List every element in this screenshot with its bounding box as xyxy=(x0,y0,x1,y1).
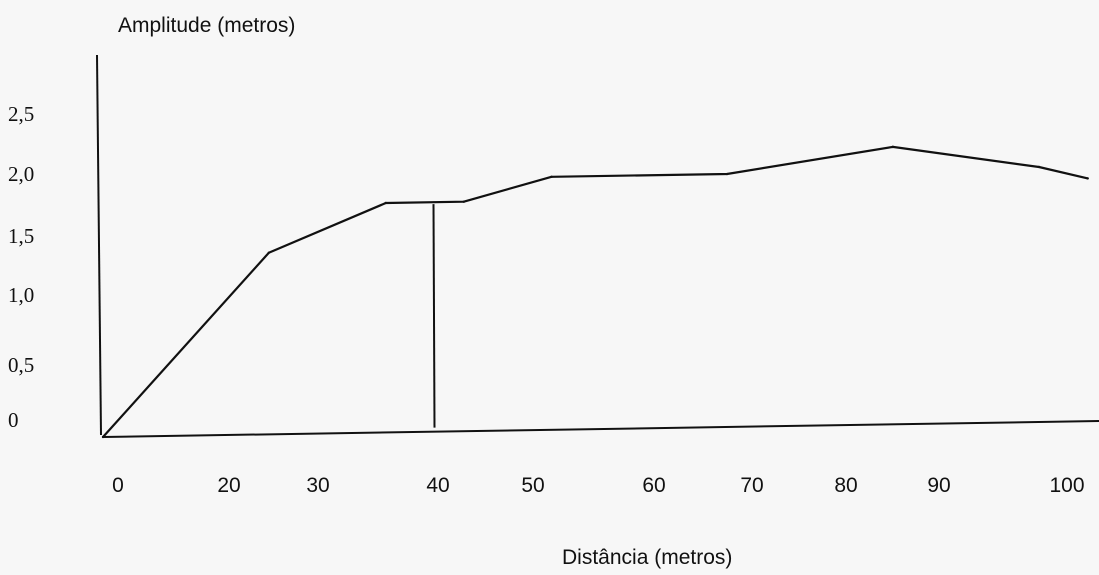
data-point xyxy=(462,200,465,203)
x-axis-label: Distância (metros) xyxy=(562,546,732,569)
x-tick-label: 50 xyxy=(521,474,544,497)
x-tick-label: 80 xyxy=(834,474,857,497)
data-point xyxy=(267,251,270,254)
data-point xyxy=(725,172,729,176)
reference-vertical-line xyxy=(432,204,436,428)
data-point xyxy=(550,175,553,179)
x-tick-label: 20 xyxy=(217,474,240,497)
x-tick-label: 70 xyxy=(740,474,763,497)
amplitude-series-line xyxy=(102,145,1089,438)
x-axis-line xyxy=(102,420,1099,438)
data-point xyxy=(1037,165,1041,169)
y-axis-line xyxy=(96,54,102,436)
y-tick-label: 0 xyxy=(8,408,19,432)
data-point xyxy=(101,435,105,439)
data-point xyxy=(1086,177,1089,180)
y-tick-label: 1,0 xyxy=(8,283,34,307)
y-tick-label: 2,5 xyxy=(8,102,34,126)
x-tick-label: 100 xyxy=(1049,474,1084,497)
data-point xyxy=(384,201,387,205)
x-tick-label: 90 xyxy=(927,474,950,497)
x-tick-label: 30 xyxy=(306,474,329,497)
x-tick-label: 60 xyxy=(642,474,665,497)
y-tick-label: 1,5 xyxy=(8,224,34,248)
y-tick-label: 2,0 xyxy=(8,162,34,186)
x-tick-label: 40 xyxy=(426,474,449,497)
x-tick-label: 0 xyxy=(112,474,124,497)
data-point xyxy=(891,145,894,149)
y-tick-label: 0,5 xyxy=(8,353,34,377)
y-axis-label: Amplitude (metros) xyxy=(118,14,295,37)
